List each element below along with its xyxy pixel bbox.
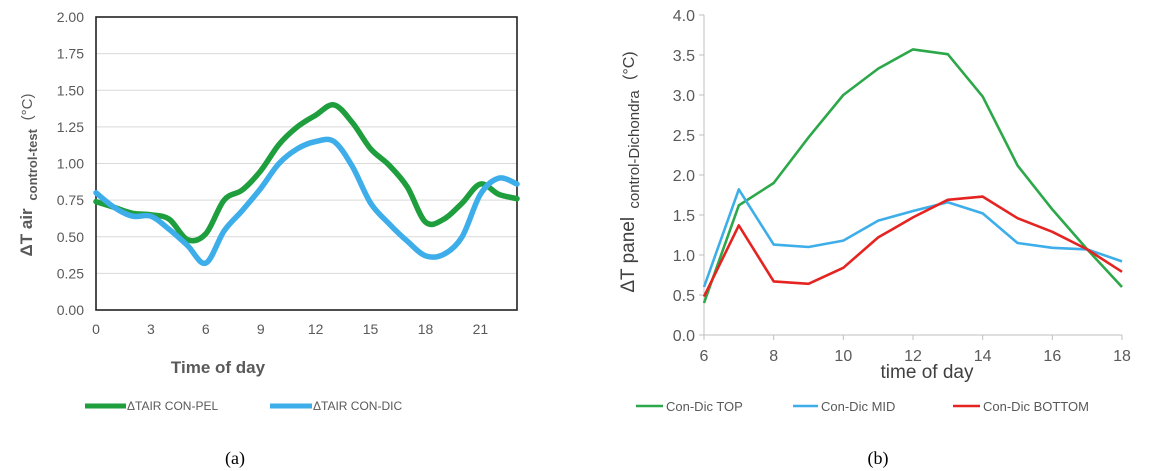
chart-b-y-tick-label: 4.0 <box>673 8 695 25</box>
chart-b-x-tick-label: 14 <box>974 348 992 365</box>
chart-a-y-tick-label: 0.75 <box>57 192 84 208</box>
chart-b-y-axis-label-main: ΔT panel <box>618 217 639 293</box>
chart-a-caption: (a) <box>225 448 245 469</box>
chart-b-y-tick-label: 2.0 <box>673 168 695 185</box>
chart-b-series-line-con-dic-bottom <box>702 195 1123 298</box>
chart-b: 0.0 0.5 1.0 1.5 2.0 2.5 3.0 3.5 4.0 6 8 10 12 14 16 18… <box>618 8 1131 469</box>
chart-b-y-tick-label: 3.5 <box>673 48 695 65</box>
chart-a-series-line-tair-con-pel <box>93 102 520 244</box>
chart-a-y-axis-label: ΔT air control-test (°C) <box>17 94 41 257</box>
chart-b-x-tick-label: 10 <box>834 348 852 365</box>
chart-a-y-tick-label: 0.50 <box>57 229 84 245</box>
chart-b-y-tick-label: 1.5 <box>673 208 695 225</box>
chart-a-x-axis-label: Time of day <box>171 358 266 377</box>
chart-b-y-tick-label: 3.0 <box>673 88 695 105</box>
chart-b-x-tick-label: 18 <box>1113 348 1131 365</box>
chart-a-x-tick-label: 15 <box>363 321 379 337</box>
chart-b-y-axis-label-sub: control-Dichondra <box>626 90 643 209</box>
chart-a-x-tick-label: 3 <box>147 321 155 337</box>
chart-b-y-ticks: 0.0 0.5 1.0 1.5 2.0 2.5 3.0 3.5 4.0 <box>673 8 704 345</box>
chart-a-x-tick-label: 21 <box>473 321 489 337</box>
chart-b-series-line-con-dic-mid <box>702 188 1123 288</box>
chart-a-x-tick-label: 18 <box>418 321 434 337</box>
chart-a-y-axis-label-sub: control-test <box>25 128 40 200</box>
chart-a-x-ticks: 0 3 6 9 12 15 18 21 <box>92 321 488 337</box>
chart-b-x-tick-label: 12 <box>904 348 922 365</box>
chart-b-x-axis-label: time of day <box>881 362 974 383</box>
chart-b-x-tick-label: 8 <box>769 348 778 365</box>
chart-a-x-tick-label: 6 <box>202 321 210 337</box>
chart-a-y-tick-label: 0.25 <box>57 265 84 281</box>
chart-b-legend: Con-Dic TOP Con-Dic MID Con-Dic BOTTOM <box>636 399 1089 414</box>
chart-b-legend-label-top: Con-Dic TOP <box>666 399 743 414</box>
chart-a-gridlines <box>96 16 517 311</box>
chart-a-x-tick-label: 9 <box>257 321 265 337</box>
chart-b-y-axis-label-unit: (°C) <box>621 51 638 80</box>
chart-b-legend-label-mid: Con-Dic MID <box>821 399 895 414</box>
chart-a-y-tick-label: 1.00 <box>57 156 84 172</box>
chart-a-y-axis-label-main: ΔT air <box>17 208 36 257</box>
chart-b-y-tick-label: 0.0 <box>673 328 695 345</box>
chart-a-y-tick-label: 1.50 <box>57 82 84 98</box>
chart-b-x-tick-label: 6 <box>700 348 709 365</box>
chart-b-axes <box>703 15 1122 336</box>
chart-b-y-tick-label: 2.5 <box>673 128 695 145</box>
chart-a-legend-label-con-dic: ΔTAIR CON-DIC <box>313 399 402 413</box>
chart-a-legend: ΔTAIR CON-PEL ΔTAIR CON-DIC <box>85 399 402 413</box>
chart-a-y-ticks: 0.00 0.25 0.50 0.75 1.00 1.25 1.50 1.75 2.00 <box>57 9 84 318</box>
chart-a-x-tick-label: 12 <box>308 321 324 337</box>
chart-a-y-tick-label: 0.00 <box>57 302 84 318</box>
chart-b-x-tick-label: 16 <box>1043 348 1061 365</box>
chart-a-y-tick-label: 1.75 <box>57 46 84 62</box>
chart-b-y-tick-label: 0.5 <box>673 288 695 305</box>
chart-a: 0.00 0.25 0.50 0.75 1.00 1.25 1.50 1.75 2.00 0 3 6… <box>17 9 520 469</box>
chart-b-x-ticks: 6 8 10 12 14 16 18 <box>700 335 1131 365</box>
chart-b-caption: (b) <box>868 448 889 469</box>
chart-a-legend-label-con-pel: ΔTAIR CON-PEL <box>127 399 218 413</box>
chart-a-y-tick-label: 2.00 <box>57 9 84 25</box>
chart-b-legend-label-bottom: Con-Dic BOTTOM <box>983 399 1089 414</box>
chart-b-y-axis-label: ΔT panel control-Dichondra (°C) <box>618 51 644 292</box>
chart-a-plot-frame <box>95 16 518 311</box>
chart-b-series <box>702 48 1123 304</box>
chart-a-series <box>93 102 520 267</box>
chart-a-series-line-tair-con-dic <box>93 136 520 267</box>
chart-a-x-tick-label: 0 <box>92 321 100 337</box>
chart-b-series-line-con-dic-top <box>702 48 1123 304</box>
chart-a-y-axis-label-unit: (°C) <box>19 94 36 121</box>
chart-b-y-tick-label: 1.0 <box>673 248 695 265</box>
chart-a-y-tick-label: 1.25 <box>57 119 84 135</box>
